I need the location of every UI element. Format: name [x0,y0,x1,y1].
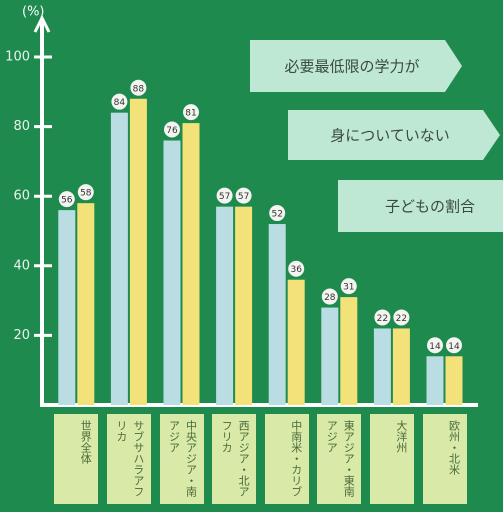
bar [321,307,339,405]
x-tick-label: 西アジア・北アフリカ [212,414,257,504]
value-badge [58,191,75,208]
x-tick-label: サブサハラアフリカ [106,414,151,504]
axis-arrow [33,14,51,33]
x-tick-label: 東アジア・東南アジア [317,414,362,504]
x-tick-label: 中南米・カリブ [264,414,309,504]
value-label: 84 [114,98,126,108]
value-badge [269,205,286,222]
bar [77,203,95,405]
value-badge [374,309,391,326]
bar [58,210,76,405]
bar [373,328,391,405]
bar [163,140,181,405]
value-label: 58 [80,189,92,199]
bar [182,123,200,406]
x-tick-label: 大洋州 [369,414,414,504]
value-label: 36 [290,265,302,275]
y-tick-label: 80 [13,119,30,134]
y-tick-label: 20 [13,328,30,343]
value-label: 31 [343,283,354,293]
value-badge [130,79,147,96]
bar [110,112,128,406]
value-label: 14 [429,342,441,352]
x-tick-label: 世界全体 [54,414,99,504]
value-badge [164,121,180,138]
value-label: 14 [448,342,460,352]
value-badge [288,260,305,277]
value-label: 56 [61,196,73,206]
value-label: 76 [166,126,178,136]
bar [287,279,305,405]
value-label: 28 [324,293,336,303]
banner [338,180,503,232]
bar [129,98,147,405]
value-label: 22 [396,314,407,324]
value-badge [111,93,128,110]
y-axis-label: (%) [22,5,45,20]
value-label: 81 [185,109,196,119]
y-tick-label: 100 [5,50,30,65]
x-tick-label: 欧州・北米 [422,414,467,504]
bar [268,224,286,405]
value-badge [183,104,199,121]
bar [216,206,234,405]
y-tick-label: 60 [13,189,30,204]
bar [340,297,358,405]
value-badge [216,187,233,204]
bar [392,328,410,405]
title-line: 必要最低限の学力が [284,58,419,76]
banners: 必要最低限の学力が 身についていない 子どもの割合 [250,40,503,232]
y-tick-label: 40 [13,258,30,273]
value-badge [235,187,252,204]
value-badge [427,337,443,354]
bar [445,356,463,405]
banner [250,40,462,92]
x-tick-label: 中央アジア・南アジア [159,414,204,504]
bar [426,356,444,405]
title-line: 子どもの割合 [385,198,475,216]
value-label: 57 [219,192,230,202]
value-badge [393,309,410,326]
value-label: 52 [271,210,282,220]
value-badge [321,288,338,305]
bar [235,206,253,405]
value-badge [77,184,94,201]
value-badge [446,337,462,354]
value-label: 22 [377,314,388,324]
banner [288,110,500,160]
value-label: 88 [133,84,145,94]
title-line: 身についていない [330,127,450,145]
value-label: 57 [238,192,249,202]
value-badge [340,278,357,295]
